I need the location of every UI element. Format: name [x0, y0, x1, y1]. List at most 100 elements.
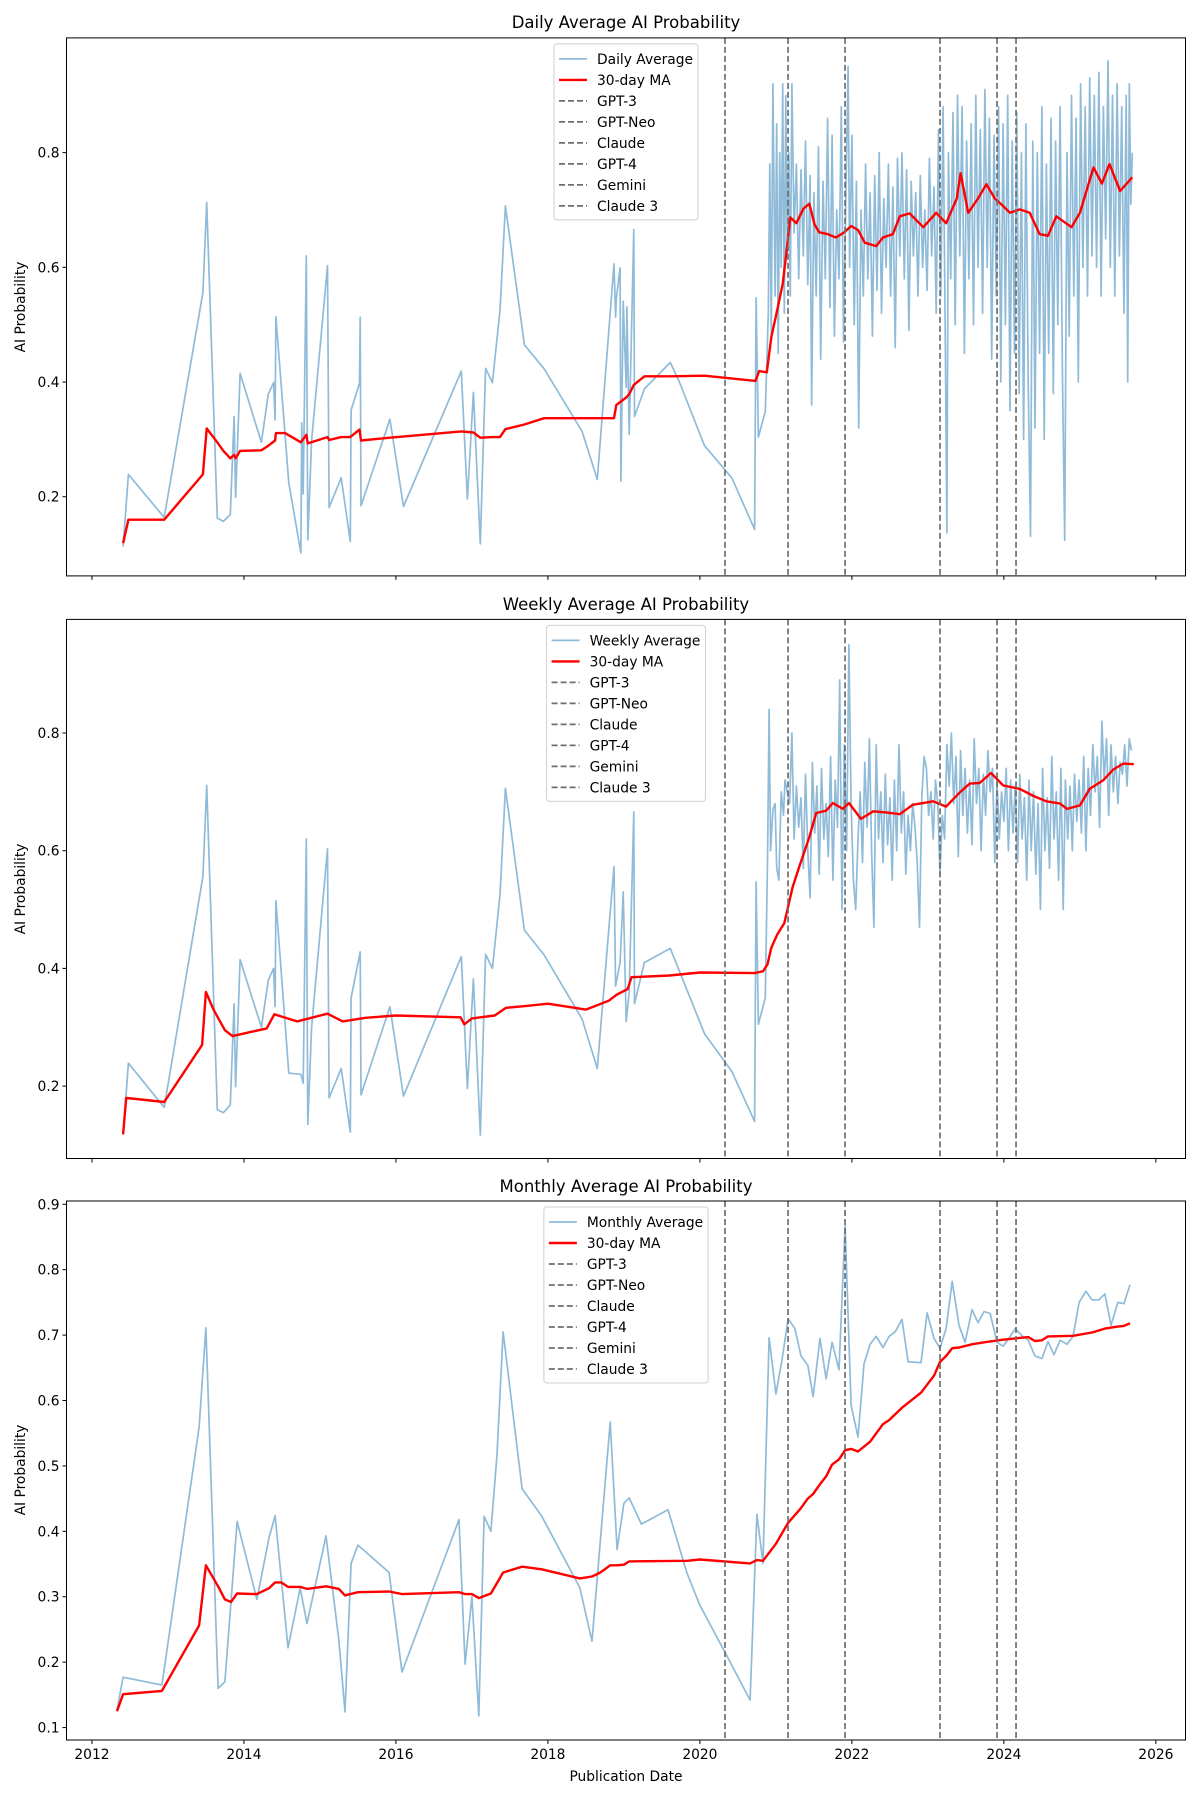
y-tick-label: 0.4	[38, 1524, 60, 1540]
axes-frame	[66, 37, 1186, 577]
legend-label: GPT-Neo	[587, 1278, 645, 1294]
y-tick-label: 0.3	[38, 1590, 60, 1606]
legend-item: GPT-4	[551, 738, 630, 754]
plot-area	[115, 1201, 1131, 1740]
x-tick-label: 2016	[378, 1747, 413, 1763]
moving-average-line	[121, 762, 1134, 1135]
y-axis-label: AI Probability	[13, 844, 29, 935]
legend-item: Claude 3	[559, 199, 658, 215]
x-tick-label: 2018	[530, 1747, 565, 1763]
legend-label: GPT-4	[597, 157, 637, 173]
y-tick-label: 0.6	[38, 1394, 60, 1410]
legend-item: Claude	[559, 136, 645, 152]
y-tick-label: 0.8	[38, 726, 60, 742]
panel-weekly: Weekly Average AI Probability AI Probabi…	[13, 595, 1186, 1163]
legend-label: Claude	[587, 1299, 635, 1315]
plot-area	[121, 37, 1134, 576]
legend-box	[543, 1206, 709, 1384]
legend: Monthly Average 30-day MA GPT-3 GPT-Neo Clau…	[543, 1206, 709, 1384]
legend-item: Gemini	[548, 1341, 636, 1357]
legend-label: GPT-4	[587, 1320, 627, 1336]
legend-item: GPT-3	[551, 675, 630, 691]
legend-item: GPT-4	[548, 1320, 627, 1336]
y-axis-label: AI Probability	[13, 1425, 29, 1516]
x-tick-label: 2026	[1138, 1747, 1173, 1763]
legend-label: Claude	[590, 717, 638, 733]
legend-item: Claude	[548, 1299, 635, 1315]
legend-label: 30-day MA	[597, 73, 671, 89]
legend-label: Gemini	[590, 759, 639, 775]
y-tick-label: 0.8	[38, 1263, 60, 1279]
average-series-line	[122, 643, 1133, 1136]
chart-title: Weekly Average AI Probability	[503, 595, 750, 614]
y-tick-label: 0.8	[38, 146, 60, 162]
legend-label: GPT-3	[597, 94, 637, 110]
x-tick-label: 2012	[74, 1747, 109, 1763]
legend-item: Monthly Average	[548, 1215, 703, 1231]
legend-item: GPT-3	[548, 1257, 627, 1273]
average-series-line	[122, 59, 1134, 554]
legend-item: Gemini	[559, 178, 646, 194]
legend-item: 30-day MA	[559, 73, 671, 89]
legend-label: GPT-Neo	[597, 115, 655, 131]
legend-item: GPT-Neo	[551, 696, 648, 712]
x-tick-label: 2022	[834, 1747, 869, 1763]
y-tick-label: 0.5	[38, 1459, 60, 1475]
axes-frame	[66, 1200, 1186, 1741]
legend: Daily Average 30-day MA GPT-3 GPT-Neo Claude…	[553, 43, 699, 221]
x-axis-label: Publication Date	[569, 1769, 682, 1785]
x-tick-label: 2014	[226, 1747, 261, 1763]
legend-box	[546, 624, 706, 802]
plot-area	[121, 619, 1134, 1159]
chart-title: Monthly Average AI Probability	[500, 1177, 753, 1196]
legend-label: Weekly Average	[590, 633, 701, 649]
legend-label: Claude 3	[587, 1362, 648, 1378]
y-tick-label: 0.4	[38, 961, 60, 977]
moving-average-line	[121, 162, 1134, 544]
legend-item: 30-day MA	[548, 1236, 661, 1252]
y-tick-label: 0.2	[38, 490, 60, 506]
legend-label: Claude 3	[590, 780, 651, 796]
legend-label: 30-day MA	[590, 654, 664, 670]
legend-item: GPT-3	[559, 94, 637, 110]
legend: Weekly Average 30-day MA GPT-3 GPT-Neo Claud…	[546, 624, 706, 802]
legend-box	[553, 43, 699, 221]
legend-item: Daily Average	[559, 52, 693, 68]
legend-item: Claude	[551, 717, 638, 733]
axes-frame	[66, 618, 1186, 1159]
y-axis-label: AI Probability	[13, 262, 29, 353]
legend-label: Claude	[597, 136, 645, 152]
y-tick-label: 0.6	[38, 260, 60, 276]
legend-item: Weekly Average	[551, 633, 701, 649]
panel-daily: Daily Average AI Probability AI Probabil…	[13, 13, 1186, 580]
legend-label: GPT-Neo	[590, 696, 648, 712]
legend-label: Claude 3	[597, 199, 658, 215]
y-tick-label: 0.6	[38, 844, 60, 860]
chart-title: Daily Average AI Probability	[512, 13, 741, 32]
y-tick-label: 0.2	[38, 1079, 60, 1095]
legend-label: 30-day MA	[587, 1236, 661, 1252]
y-tick-label: 0.7	[38, 1328, 60, 1344]
legend-item: GPT-Neo	[559, 115, 655, 131]
x-tick-label: 2020	[682, 1747, 717, 1763]
legend-item: Claude 3	[548, 1362, 648, 1378]
legend-item: 30-day MA	[551, 654, 664, 670]
y-tick-label: 0.1	[38, 1721, 60, 1737]
legend-label: Gemini	[597, 178, 646, 194]
legend-item: GPT-Neo	[548, 1278, 645, 1294]
y-tick-label: 0.9	[38, 1197, 60, 1213]
legend-item: Gemini	[551, 759, 639, 775]
legend-label: Gemini	[587, 1341, 636, 1357]
legend-label: Daily Average	[597, 52, 693, 68]
y-tick-label: 0.4	[38, 375, 60, 391]
x-tick-label: 2024	[986, 1747, 1021, 1763]
legend-label: Monthly Average	[587, 1215, 703, 1231]
legend-item: GPT-4	[559, 157, 637, 173]
legend-label: GPT-4	[590, 738, 630, 754]
legend-label: GPT-3	[587, 1257, 627, 1273]
legend-label: GPT-3	[590, 675, 630, 691]
legend-item: Claude 3	[551, 780, 651, 796]
panel-monthly: Monthly Average AI Probability AI Probab…	[13, 1177, 1186, 1785]
y-tick-label: 0.2	[38, 1655, 60, 1671]
